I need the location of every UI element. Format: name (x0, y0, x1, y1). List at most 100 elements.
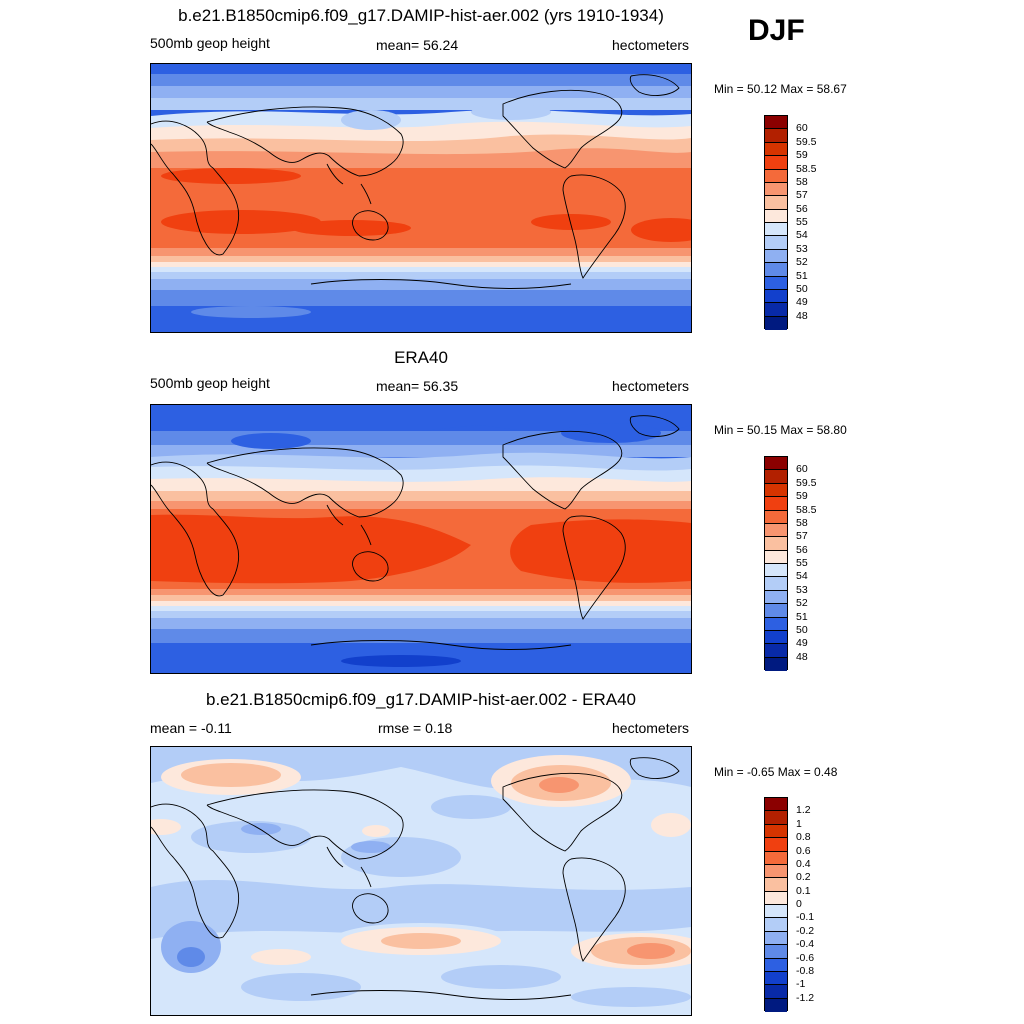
colorbar-tick-label: 58.5 (796, 503, 817, 516)
colorbar-tick-label: 54 (796, 570, 808, 583)
colorbar-swatch (765, 523, 787, 538)
panel2-units-label: hectometers (612, 378, 690, 394)
colorbar-tick-label: 53 (796, 583, 808, 596)
colorbar-swatch (765, 630, 787, 645)
colorbar-swatch (765, 116, 787, 130)
colorbar-tick-label: 1.2 (796, 804, 811, 817)
colorbar-swatch (765, 958, 787, 972)
colorbar-tick-label: 49 (796, 296, 808, 309)
colorbar-tick-label: 58.5 (796, 162, 817, 175)
colorbar-swatch (765, 182, 787, 197)
colorbar-tick-label: 56 (796, 202, 808, 215)
colorbar-swatch (765, 263, 787, 277)
colorbar-swatch (765, 878, 787, 892)
colorbar-swatch (765, 998, 787, 1012)
colorbar-swatch (765, 971, 787, 986)
panel1-coastlines (151, 74, 680, 289)
colorbar-tick-label: 50 (796, 623, 808, 636)
colorbar-swatch (765, 209, 787, 223)
colorbar-swatch (765, 497, 787, 511)
colorbar-tick-label: 59.5 (796, 135, 817, 148)
colorbar-swatch (765, 196, 787, 210)
colorbar-swatch (765, 223, 787, 237)
colorbar-tick-label: 59 (796, 149, 808, 162)
colorbar-swatch (765, 798, 787, 812)
colorbar-swatch (765, 470, 787, 484)
colorbar-tick-label: 1 (796, 817, 802, 830)
colorbar-swatch (765, 617, 787, 631)
colorbar-tick-label: 52 (796, 256, 808, 269)
colorbar-tick-label: 0.8 (796, 831, 811, 844)
colorbar-swatch (765, 657, 787, 671)
panel3-coastlines (151, 757, 680, 1000)
colorbar-tick-label: 51 (796, 269, 808, 282)
colorbar-tick-label: 56 (796, 543, 808, 556)
colorbar-swatch (765, 811, 787, 825)
colorbar-tick-label: 54 (796, 229, 808, 242)
colorbar-tick-label: 49 (796, 637, 808, 650)
colorbar-tick-label: 60 (796, 122, 808, 135)
colorbar-swatch (765, 156, 787, 170)
colorbar-swatch (765, 590, 787, 605)
panel3-mean-label: mean = -0.11 (150, 720, 232, 736)
colorbar-swatch (765, 142, 787, 157)
panel3-minmax: Min = -0.65 Max = 0.48 (714, 765, 838, 779)
colorbar-tick-label: 55 (796, 216, 808, 228)
colorbar-swatch (765, 537, 787, 551)
panel2-map (150, 404, 692, 674)
colorbar-swatch (765, 918, 787, 932)
panel3-map (150, 746, 692, 1016)
panel2-minmax: Min = 50.15 Max = 58.80 (714, 423, 847, 437)
colorbar-swatch (765, 510, 787, 524)
colorbar-tick-label: 0.4 (796, 857, 811, 870)
season-label: DJF (748, 14, 805, 47)
colorbar-swatch (765, 564, 787, 578)
colorbar-tick-label: -1.2 (796, 991, 815, 1004)
colorbar-tick-label: 0 (796, 898, 802, 910)
colorbar-tick-label: 48 (796, 650, 808, 663)
colorbar-swatch (765, 577, 787, 591)
panel3-rmse-label: rmse = 0.18 (378, 720, 453, 736)
colorbar-swatch (765, 644, 787, 658)
colorbar-swatch (765, 864, 787, 879)
colorbar-swatch (765, 457, 787, 471)
panel2-variable-label: 500mb geop height (150, 375, 270, 391)
colorbar-swatch (765, 129, 787, 143)
colorbar-tick-label: -0.2 (796, 924, 815, 937)
colorbar-tick-label: 48 (796, 309, 808, 322)
colorbar-swatch (765, 985, 787, 999)
colorbar-swatch (765, 316, 787, 330)
panel2-mean-label: mean= 56.35 (376, 378, 459, 394)
colorbar-tick-label: 0.6 (796, 844, 811, 857)
panel1-map (150, 63, 692, 333)
panel3-title: b.e21.B1850cmip6.f09_g17.DAMIP-hist-aer.… (206, 690, 636, 709)
colorbar-swatch (765, 169, 787, 183)
colorbar-swatch (765, 891, 787, 905)
colorbar-tick-label: 59 (796, 490, 808, 503)
panel1-mean-label: mean= 56.24 (376, 37, 459, 53)
panel2-title: ERA40 (394, 348, 448, 367)
panel1-variable-label: 500mb geop height (150, 35, 270, 51)
colorbar-tick-label: -1 (796, 978, 806, 991)
colorbar-tick-label: 51 (796, 610, 808, 623)
colorbar-swatch (765, 550, 787, 564)
colorbar-tick-label: 52 (796, 597, 808, 610)
colorbar-swatch (765, 276, 787, 290)
panel2-coastlines (151, 415, 680, 650)
colorbar-swatch (765, 824, 787, 839)
colorbar-tick-label: -0.6 (796, 951, 815, 964)
colorbar-swatch (765, 945, 787, 959)
colorbar-tick-label: 58 (796, 175, 808, 188)
panel3-colorbar (764, 797, 788, 1012)
colorbar-swatch (765, 604, 787, 618)
colorbar-tick-label: 57 (796, 530, 808, 543)
colorbar-swatch (765, 905, 787, 919)
panel2-colorbar (764, 456, 788, 671)
colorbar-swatch (765, 483, 787, 498)
panel3-units-label: hectometers (612, 720, 690, 736)
colorbar-tick-label: 59.5 (796, 476, 817, 489)
colorbar-swatch (765, 303, 787, 317)
colorbar-tick-label: 50 (796, 282, 808, 295)
colorbar-tick-label: -0.8 (796, 964, 815, 977)
colorbar-tick-label: -0.1 (796, 911, 815, 924)
